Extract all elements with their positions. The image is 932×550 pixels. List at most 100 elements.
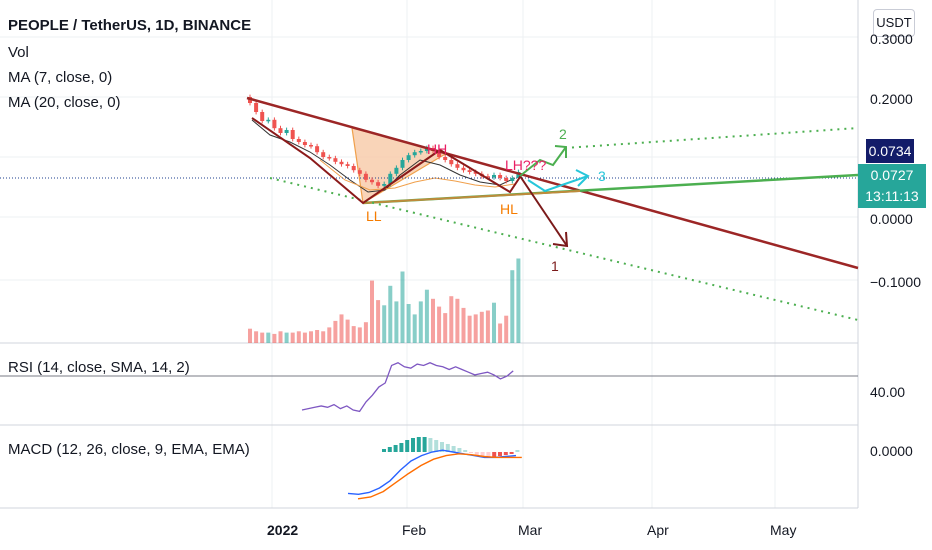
- candle-body: [321, 152, 326, 157]
- scenario-2-arrow-head: [554, 145, 567, 158]
- macd-hist-bar: [474, 452, 479, 455]
- price-tick-4: −0.1000: [870, 274, 921, 290]
- candle-body: [333, 158, 338, 162]
- volume-bar: [443, 313, 448, 343]
- volume-bar: [260, 332, 265, 343]
- indicator-ma7[interactable]: MA (7, close, 0): [8, 69, 113, 86]
- candle-body: [315, 146, 320, 153]
- volume-bar: [284, 332, 289, 343]
- volume-bar: [516, 258, 521, 343]
- candle-body: [278, 128, 283, 133]
- volume-bar: [309, 331, 313, 343]
- countdown-value: 13:11:13: [865, 188, 919, 204]
- volume-bar: [461, 307, 466, 343]
- volume-bar: [248, 328, 252, 343]
- indicator-vol[interactable]: Vol: [8, 44, 29, 61]
- volume-bar: [357, 327, 362, 343]
- volume-bar: [412, 314, 417, 343]
- indicator-ma20[interactable]: MA (20, close, 0): [8, 94, 121, 111]
- volume-bar: [327, 327, 332, 343]
- volume-bar: [254, 331, 259, 343]
- volume-bar: [290, 332, 295, 343]
- macd-hist-bar: [498, 452, 502, 456]
- candle-body: [455, 164, 460, 168]
- volume-bar: [455, 298, 460, 343]
- candle-body: [254, 103, 259, 112]
- volume-bar: [266, 332, 271, 343]
- volume-bar: [302, 332, 307, 343]
- candle-body: [370, 179, 374, 183]
- candle-body: [449, 160, 454, 165]
- macd-hist-bar: [387, 447, 392, 452]
- zigzag-path: [251, 117, 523, 205]
- volume-bar: [485, 310, 490, 343]
- descending-trendline[interactable]: [246, 96, 859, 270]
- candle-body: [260, 112, 265, 121]
- volume-bar: [492, 302, 496, 343]
- candle-body: [498, 175, 503, 178]
- volume-bar: [351, 326, 356, 343]
- volume-bar: [498, 323, 503, 343]
- macd-hist-bar: [445, 444, 450, 452]
- macd-hist-bar: [411, 438, 415, 452]
- volume-bar: [418, 301, 423, 343]
- candle-body: [516, 172, 521, 178]
- volume-bar: [479, 311, 484, 343]
- volume-bar: [272, 333, 277, 343]
- volume-bar: [315, 330, 320, 343]
- candle-body: [302, 142, 307, 145]
- candle-body: [376, 182, 381, 186]
- annotation-hh: HH: [427, 141, 448, 157]
- annotation-lh: LH???: [505, 157, 547, 173]
- macd-histogram: [382, 437, 520, 457]
- ma-20-line: [319, 159, 516, 191]
- annotation-scenario-1: 1: [551, 258, 559, 274]
- volume-bar: [388, 285, 393, 343]
- candle-body: [400, 160, 405, 168]
- macd-hist-bar: [440, 442, 444, 452]
- volume-bar: [321, 331, 326, 343]
- candle-body: [266, 119, 271, 122]
- candle-body: [351, 166, 356, 171]
- annotation-hl: HL: [500, 201, 518, 217]
- volume-bar: [431, 298, 435, 343]
- candle-body: [327, 157, 332, 159]
- candle-body: [339, 161, 344, 165]
- volume-bar: [382, 305, 387, 343]
- volume-bar: [400, 271, 405, 343]
- time-tick-may: May: [770, 522, 797, 538]
- macd-hist-bar: [480, 452, 485, 456]
- scenario-3-arrow-head: [575, 169, 590, 187]
- candle-body: [388, 173, 393, 184]
- scenario-1-arrow-head: [552, 231, 569, 248]
- candle-body: [510, 178, 515, 181]
- macd-hist-bar: [486, 452, 491, 457]
- macd-hist-bar: [428, 438, 433, 452]
- candle-body: [467, 170, 472, 172]
- macd-hist-bar: [469, 452, 473, 453]
- candle-body: [309, 145, 313, 147]
- candle-body: [272, 119, 277, 129]
- candle-body: [363, 173, 368, 180]
- volume-bar: [510, 270, 515, 343]
- volume-bar: [339, 314, 344, 343]
- scenario-2-arrow: [519, 146, 567, 177]
- lower-channel-dotted[interactable]: [269, 177, 859, 321]
- grid-lines: [0, 0, 858, 508]
- candle-body: [418, 151, 423, 153]
- volume-bar: [345, 319, 350, 343]
- volume-bar: [394, 301, 399, 343]
- upper-channel-dotted[interactable]: [564, 127, 859, 149]
- candle-body: [290, 130, 295, 139]
- candle-body: [406, 155, 411, 160]
- candle-body: [473, 172, 478, 174]
- candle-body: [492, 175, 496, 178]
- macd-label[interactable]: MACD (12, 26, close, 9, EMA, EMA): [8, 441, 250, 458]
- rsi-label[interactable]: RSI (14, close, SMA, 14, 2): [8, 359, 190, 376]
- macd-hist-bar: [509, 452, 514, 454]
- volume-bar: [406, 304, 411, 343]
- chart-title[interactable]: PEOPLE / TetherUS, 1D, BINANCE: [8, 17, 252, 34]
- macd-hist-bar: [422, 437, 427, 452]
- currency-button[interactable]: USDT: [873, 9, 915, 37]
